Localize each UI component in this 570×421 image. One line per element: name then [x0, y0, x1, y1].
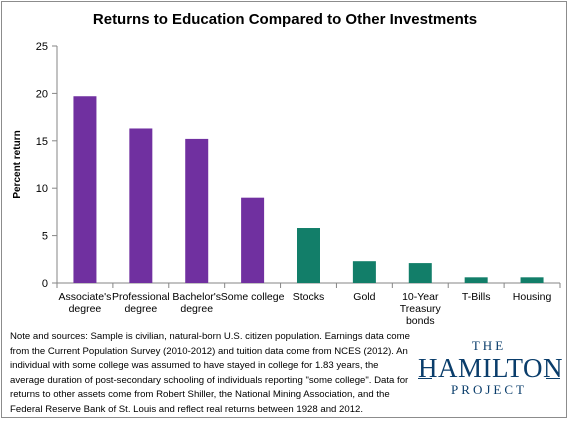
hamilton-project-logo: THE HAMILTON PROJECT [418, 338, 564, 409]
y-tick-label: 10 [36, 183, 48, 195]
bar [73, 96, 97, 283]
bar [297, 228, 320, 283]
bar-chart: 0 5 10 15 20 25 Percent return Associate's degre… [12, 41, 561, 327]
bar [241, 197, 265, 283]
bar [352, 261, 376, 283]
bar [129, 128, 153, 283]
logo-rule-right [546, 378, 560, 379]
x-tick-label: Gold [353, 291, 375, 303]
bar [464, 277, 488, 283]
bar [520, 277, 544, 283]
x-tick-label: Professional degree [112, 291, 170, 315]
bar [408, 263, 432, 283]
chart-title: Returns to Education Compared to Other I… [92, 11, 478, 28]
y-tick-label: 5 [42, 231, 48, 243]
y-tick-label: 15 [36, 136, 48, 148]
x-tick-label: Bachelor's degree [172, 291, 221, 315]
footnote: Note and sources: Sample is civilian, na… [10, 331, 410, 415]
x-tick-label: Associate's degree [59, 291, 112, 315]
x-tick-label: Some college [221, 291, 285, 303]
y-tick-label: 25 [36, 41, 48, 53]
logo-hamilton: HAMILTON [418, 353, 564, 383]
logo-the: THE [471, 338, 507, 353]
x-tick-label: T-Bills [462, 291, 491, 303]
x-tick-label: 10-Year Treasury bonds [400, 291, 442, 327]
x-tick-label: Housing [513, 291, 552, 303]
y-tick-label: 0 [42, 278, 48, 290]
logo-rule-left [418, 378, 432, 379]
logo-project: PROJECT [451, 382, 527, 397]
y-tick-label: 20 [36, 88, 48, 100]
x-tick-label: Stocks [293, 291, 325, 303]
y-axis-title: Percent return [12, 130, 23, 198]
bar [185, 138, 209, 283]
